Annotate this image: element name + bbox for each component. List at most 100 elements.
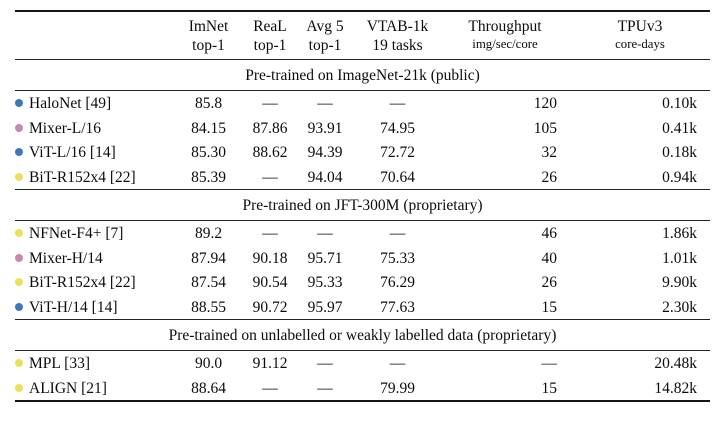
- col-header-throughput: Throughput img/sec/core: [440, 11, 570, 60]
- model-name: ViT-H/14 [14]: [29, 298, 118, 316]
- pink-model-bullet-icon: [15, 253, 23, 262]
- yellow-model-bullet-icon: [15, 383, 23, 392]
- col-header-line2: top-1: [308, 37, 342, 54]
- model-name: MPL [33]: [29, 355, 90, 372]
- value-cell-vtab: —: [389, 95, 406, 112]
- table-row: ALIGN [21] 88.64 — — 79.99 15 14.82k: [15, 376, 710, 402]
- value-cell-avg5: 95.33: [307, 274, 343, 291]
- value-cell-tpuv3: 20.48k: [654, 355, 697, 372]
- value-cell-avg5: —: [317, 225, 333, 242]
- yellow-model-bullet-icon: [15, 359, 23, 367]
- value-cell-real: 90.18: [252, 249, 288, 267]
- table-row: Mixer-H/14 87.94 90.18 95.71 75.33 40 1.01k: [15, 246, 710, 271]
- section-title-row: Pre-trained on JFT-300M (proprietary): [15, 189, 710, 221]
- value-cell-vtab: —: [389, 225, 406, 242]
- value-cell-imnet: 87.94: [191, 249, 226, 267]
- model-name: BiT-R152x4 [22]: [29, 274, 136, 291]
- table-row: NFNet-F4+ [7] 89.2 — — — 46 1.86k: [15, 221, 710, 246]
- section-title-row: Pre-trained on unlabelled or weakly labe…: [15, 319, 710, 351]
- table-row: BiT-R152x4 [22] 85.39 — 94.04 70.64 26 0.94k: [15, 165, 710, 190]
- blue-model-bullet-icon: [15, 302, 23, 311]
- col-header-imnet: ImNet top-1: [172, 11, 245, 60]
- model-name: ViT-L/16 [14]: [29, 144, 116, 161]
- blue-model-bullet-icon: [15, 99, 23, 107]
- value-cell-tpuv3: 0.18k: [662, 144, 697, 161]
- model-name-cell: Mixer-H/14: [15, 246, 172, 271]
- value-cell-real: —: [262, 379, 278, 397]
- value-cell-vtab: 79.99: [380, 379, 415, 397]
- section-title: Pre-trained on JFT-300M (proprietary): [15, 189, 710, 221]
- header-row: ImNet top-1 ReaL top-1 Avg 5 top-1 VTAB-…: [15, 11, 710, 60]
- value-cell-imnet: 88.55: [191, 298, 226, 316]
- col-header-line1: ImNet: [188, 18, 229, 35]
- blue-model-bullet-icon: [15, 148, 23, 156]
- value-cell-avg5: 93.91: [307, 119, 343, 137]
- col-header-real: ReaL top-1: [245, 11, 295, 60]
- value-cell-vtab: 72.72: [380, 144, 415, 161]
- value-cell-imnet: 89.2: [194, 225, 223, 242]
- col-header-vtab: VTAB-1k 19 tasks: [355, 11, 440, 60]
- value-cell-imnet: 84.15: [191, 119, 226, 137]
- value-cell-tpuv3: 2.30k: [662, 298, 697, 316]
- value-cell-avg5: 95.71: [307, 249, 343, 267]
- value-cell-throughput: 120: [533, 95, 557, 112]
- value-cell-vtab: —: [389, 355, 406, 372]
- col-header-line1: Throughput: [468, 18, 542, 35]
- value-cell-real: 90.54: [252, 274, 288, 291]
- pink-model-bullet-icon: [15, 123, 23, 132]
- value-cell-throughput: 15: [541, 379, 558, 397]
- model-name-cell: ViT-H/14 [14]: [15, 295, 172, 320]
- model-name: Mixer-L/16: [29, 119, 102, 137]
- value-cell-avg5: 94.39: [307, 144, 343, 161]
- value-cell-throughput: 15: [541, 298, 558, 316]
- value-cell-real: —: [262, 225, 278, 242]
- col-header-line1: VTAB-1k: [366, 18, 429, 35]
- value-cell-throughput: 46: [541, 225, 558, 242]
- col-header-line2: 19 tasks: [372, 37, 423, 54]
- col-header-line1: Avg 5: [306, 18, 344, 35]
- value-cell-avg5: 95.97: [307, 298, 343, 316]
- model-name-cell: BiT-R152x4 [22]: [15, 270, 172, 295]
- value-cell-real: 87.86: [252, 119, 288, 137]
- model-name-cell: MPL [33]: [15, 351, 172, 376]
- col-header-line1: TPUv3: [617, 18, 663, 35]
- model-name: BiT-R152x4 [22]: [29, 168, 136, 186]
- value-cell-imnet: 88.64: [191, 379, 226, 397]
- yellow-model-bullet-icon: [15, 278, 23, 286]
- value-cell-vtab: 75.33: [380, 249, 415, 267]
- model-name-cell: ViT-L/16 [14]: [15, 140, 172, 165]
- model-name-cell: Mixer-L/16: [15, 116, 172, 141]
- model-name-cell: BiT-R152x4 [22]: [15, 165, 172, 190]
- section-title: Pre-trained on unlabelled or weakly labe…: [15, 319, 710, 351]
- value-cell-tpuv3: 1.86k: [662, 225, 697, 242]
- table-row: ViT-H/14 [14] 88.55 90.72 95.97 77.63 15 2.30k: [15, 295, 710, 320]
- table-row: HaloNet [49] 85.8 — — — 120 0.10k: [15, 91, 710, 116]
- model-name: HaloNet [49]: [29, 95, 112, 112]
- model-name: ALIGN [21]: [29, 379, 107, 397]
- value-cell-tpuv3: 0.94k: [662, 168, 697, 186]
- value-cell-imnet: 87.54: [191, 274, 226, 291]
- value-cell-imnet: 85.39: [191, 168, 226, 186]
- value-cell-vtab: 77.63: [380, 298, 415, 316]
- value-cell-vtab: 76.29: [380, 274, 415, 291]
- model-name: Mixer-H/14: [29, 249, 103, 267]
- value-cell-throughput: 40: [541, 249, 558, 267]
- model-name-cell: NFNet-F4+ [7]: [15, 221, 172, 246]
- section-title: Pre-trained on ImageNet-21k (public): [15, 59, 710, 91]
- value-cell-throughput: 32: [541, 144, 558, 161]
- section-title-row: Pre-trained on ImageNet-21k (public): [15, 59, 710, 91]
- value-cell-real: —: [262, 168, 278, 186]
- value-cell-imnet: 90.0: [194, 355, 223, 372]
- value-cell-tpuv3: 9.90k: [662, 274, 697, 291]
- col-header-line1: ReaL: [253, 18, 287, 35]
- value-cell-avg5: —: [317, 379, 333, 397]
- model-name-cell: HaloNet [49]: [15, 91, 172, 116]
- value-cell-tpuv3: 1.01k: [662, 249, 697, 267]
- value-cell-avg5: 94.04: [307, 168, 343, 186]
- model-column-header: [15, 11, 172, 60]
- table-row: Mixer-L/16 84.15 87.86 93.91 74.95 105 0.41k: [15, 116, 710, 141]
- table-row: MPL [33] 90.0 91.12 — — — 20.48k: [15, 351, 710, 376]
- table-row: BiT-R152x4 [22] 87.54 90.54 95.33 76.29 26 9.9…: [15, 270, 710, 295]
- yellow-model-bullet-icon: [15, 229, 23, 237]
- value-cell-tpuv3: 0.10k: [662, 95, 697, 112]
